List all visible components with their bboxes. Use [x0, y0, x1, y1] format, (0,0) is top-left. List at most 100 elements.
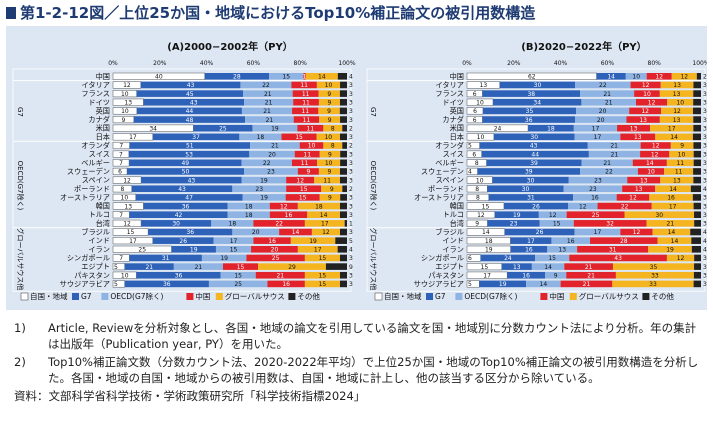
- data-label: 21: [583, 281, 591, 288]
- data-label: 62: [528, 74, 536, 81]
- category-label: サウジアラビア: [414, 279, 464, 288]
- data-label: 33: [651, 272, 659, 279]
- data-label: 17: [592, 125, 600, 132]
- data-label: 50: [182, 169, 190, 176]
- data-label: 44: [186, 108, 194, 115]
- data-label: 14: [320, 212, 328, 219]
- bar-segment: [127, 168, 245, 175]
- bar-segment: [612, 280, 694, 288]
- data-label: 9: [349, 264, 353, 271]
- bar-segment: [227, 211, 270, 218]
- legend-label: G7: [81, 292, 92, 301]
- x-tick-label: 80%: [294, 60, 308, 67]
- data-label: 9: [680, 143, 684, 150]
- bar-segment: [690, 228, 701, 236]
- data-label: 11: [323, 177, 331, 184]
- data-label: 28: [620, 238, 628, 245]
- bar-segment: [340, 159, 347, 167]
- bar-segment: [245, 116, 294, 123]
- bar-segment: [615, 271, 694, 279]
- bar-segment: [531, 263, 565, 270]
- category-label: ドイツ: [442, 98, 464, 107]
- data-label: 35: [526, 108, 534, 115]
- category-label: ブラジル: [81, 228, 110, 237]
- data-label: 13: [673, 82, 681, 89]
- data-label: 3: [349, 177, 353, 184]
- data-label: 19: [220, 255, 228, 262]
- bar-segment: [694, 263, 701, 270]
- data-label: 14: [482, 229, 490, 236]
- data-label: 15: [237, 264, 245, 271]
- bar-segment: [204, 73, 269, 80]
- data-label: 3: [703, 117, 707, 124]
- bar-segment: [627, 176, 661, 184]
- bar-segment: [325, 263, 347, 270]
- bar-segment: [255, 271, 305, 279]
- data-label: 10: [678, 151, 686, 158]
- bar-segment: [340, 150, 347, 158]
- data-label: 15: [282, 74, 290, 81]
- bar-segment: [250, 142, 300, 149]
- category-label: オーストラリア: [60, 193, 110, 202]
- data-label: 11: [302, 91, 310, 98]
- bar-segment: [344, 220, 347, 227]
- bar-segment: [339, 176, 347, 184]
- bar-segment: [173, 263, 223, 270]
- bar-segment: [564, 263, 613, 270]
- data-label: 15: [319, 281, 327, 288]
- data-label: 9: [328, 195, 332, 202]
- data-label: 45: [186, 91, 194, 98]
- data-label: 13: [673, 91, 681, 98]
- note-2-number: 2): [14, 355, 26, 369]
- data-label: 9: [328, 117, 332, 124]
- data-label: 21: [195, 264, 203, 271]
- bar-segment: [140, 81, 241, 89]
- bar-segment: [510, 246, 548, 253]
- bar-segment: [659, 90, 694, 97]
- bar-segment: [575, 81, 631, 89]
- bar-segment: [136, 271, 221, 279]
- data-label: 21: [603, 91, 611, 98]
- legend-label: その他: [651, 291, 674, 301]
- bar-segment: [669, 150, 694, 158]
- bar-segment: [239, 133, 282, 141]
- data-label: 9: [328, 169, 332, 176]
- bar-segment: [232, 228, 280, 236]
- data-label: 1: [303, 74, 307, 81]
- charts-svg: (A)2000−2002年（PY）0% 20% 40% 60% 80% 100%G7OEC…: [12, 40, 707, 301]
- data-label: 38: [527, 91, 535, 98]
- data-label: 19: [499, 281, 507, 288]
- category-label: ベルギー: [435, 158, 464, 167]
- category-label: パキスタン: [428, 271, 464, 280]
- bar-segment: [131, 185, 233, 193]
- data-label: 3: [703, 134, 707, 141]
- legend-swatch: [569, 293, 577, 300]
- data-label: 18: [485, 238, 493, 245]
- note-1: 1) Article, Reviewを分析対象とし、各国・地域の論文を引用している…: [14, 320, 704, 352]
- category-label: カナダ: [442, 115, 464, 124]
- bar-segment: [693, 271, 701, 279]
- data-label: 14: [671, 238, 679, 245]
- bar-segment: [503, 202, 568, 210]
- bar-segment: [482, 90, 581, 97]
- legend-swatch: [186, 293, 194, 300]
- category-label: ドイツ: [88, 98, 110, 107]
- data-label: 21: [587, 272, 595, 279]
- bar-segment: [560, 280, 613, 288]
- bar-segment: [318, 168, 340, 175]
- category-label: 中国: [450, 72, 464, 81]
- data-label: 20: [599, 108, 607, 115]
- bar-segment: [291, 159, 318, 167]
- bar-segment: [692, 133, 701, 141]
- bar-segment: [510, 237, 552, 244]
- data-label: 3: [349, 255, 353, 262]
- bar-segment: [148, 228, 233, 236]
- legend-label: グローバルサウス: [579, 291, 639, 301]
- data-label: 25: [592, 212, 600, 219]
- data-label: 12: [123, 177, 131, 184]
- bar-segment: [666, 159, 694, 167]
- data-label: 30: [534, 82, 542, 89]
- bar-segment: [693, 116, 701, 123]
- data-label: 20: [268, 151, 276, 158]
- bar-segment: [528, 124, 574, 132]
